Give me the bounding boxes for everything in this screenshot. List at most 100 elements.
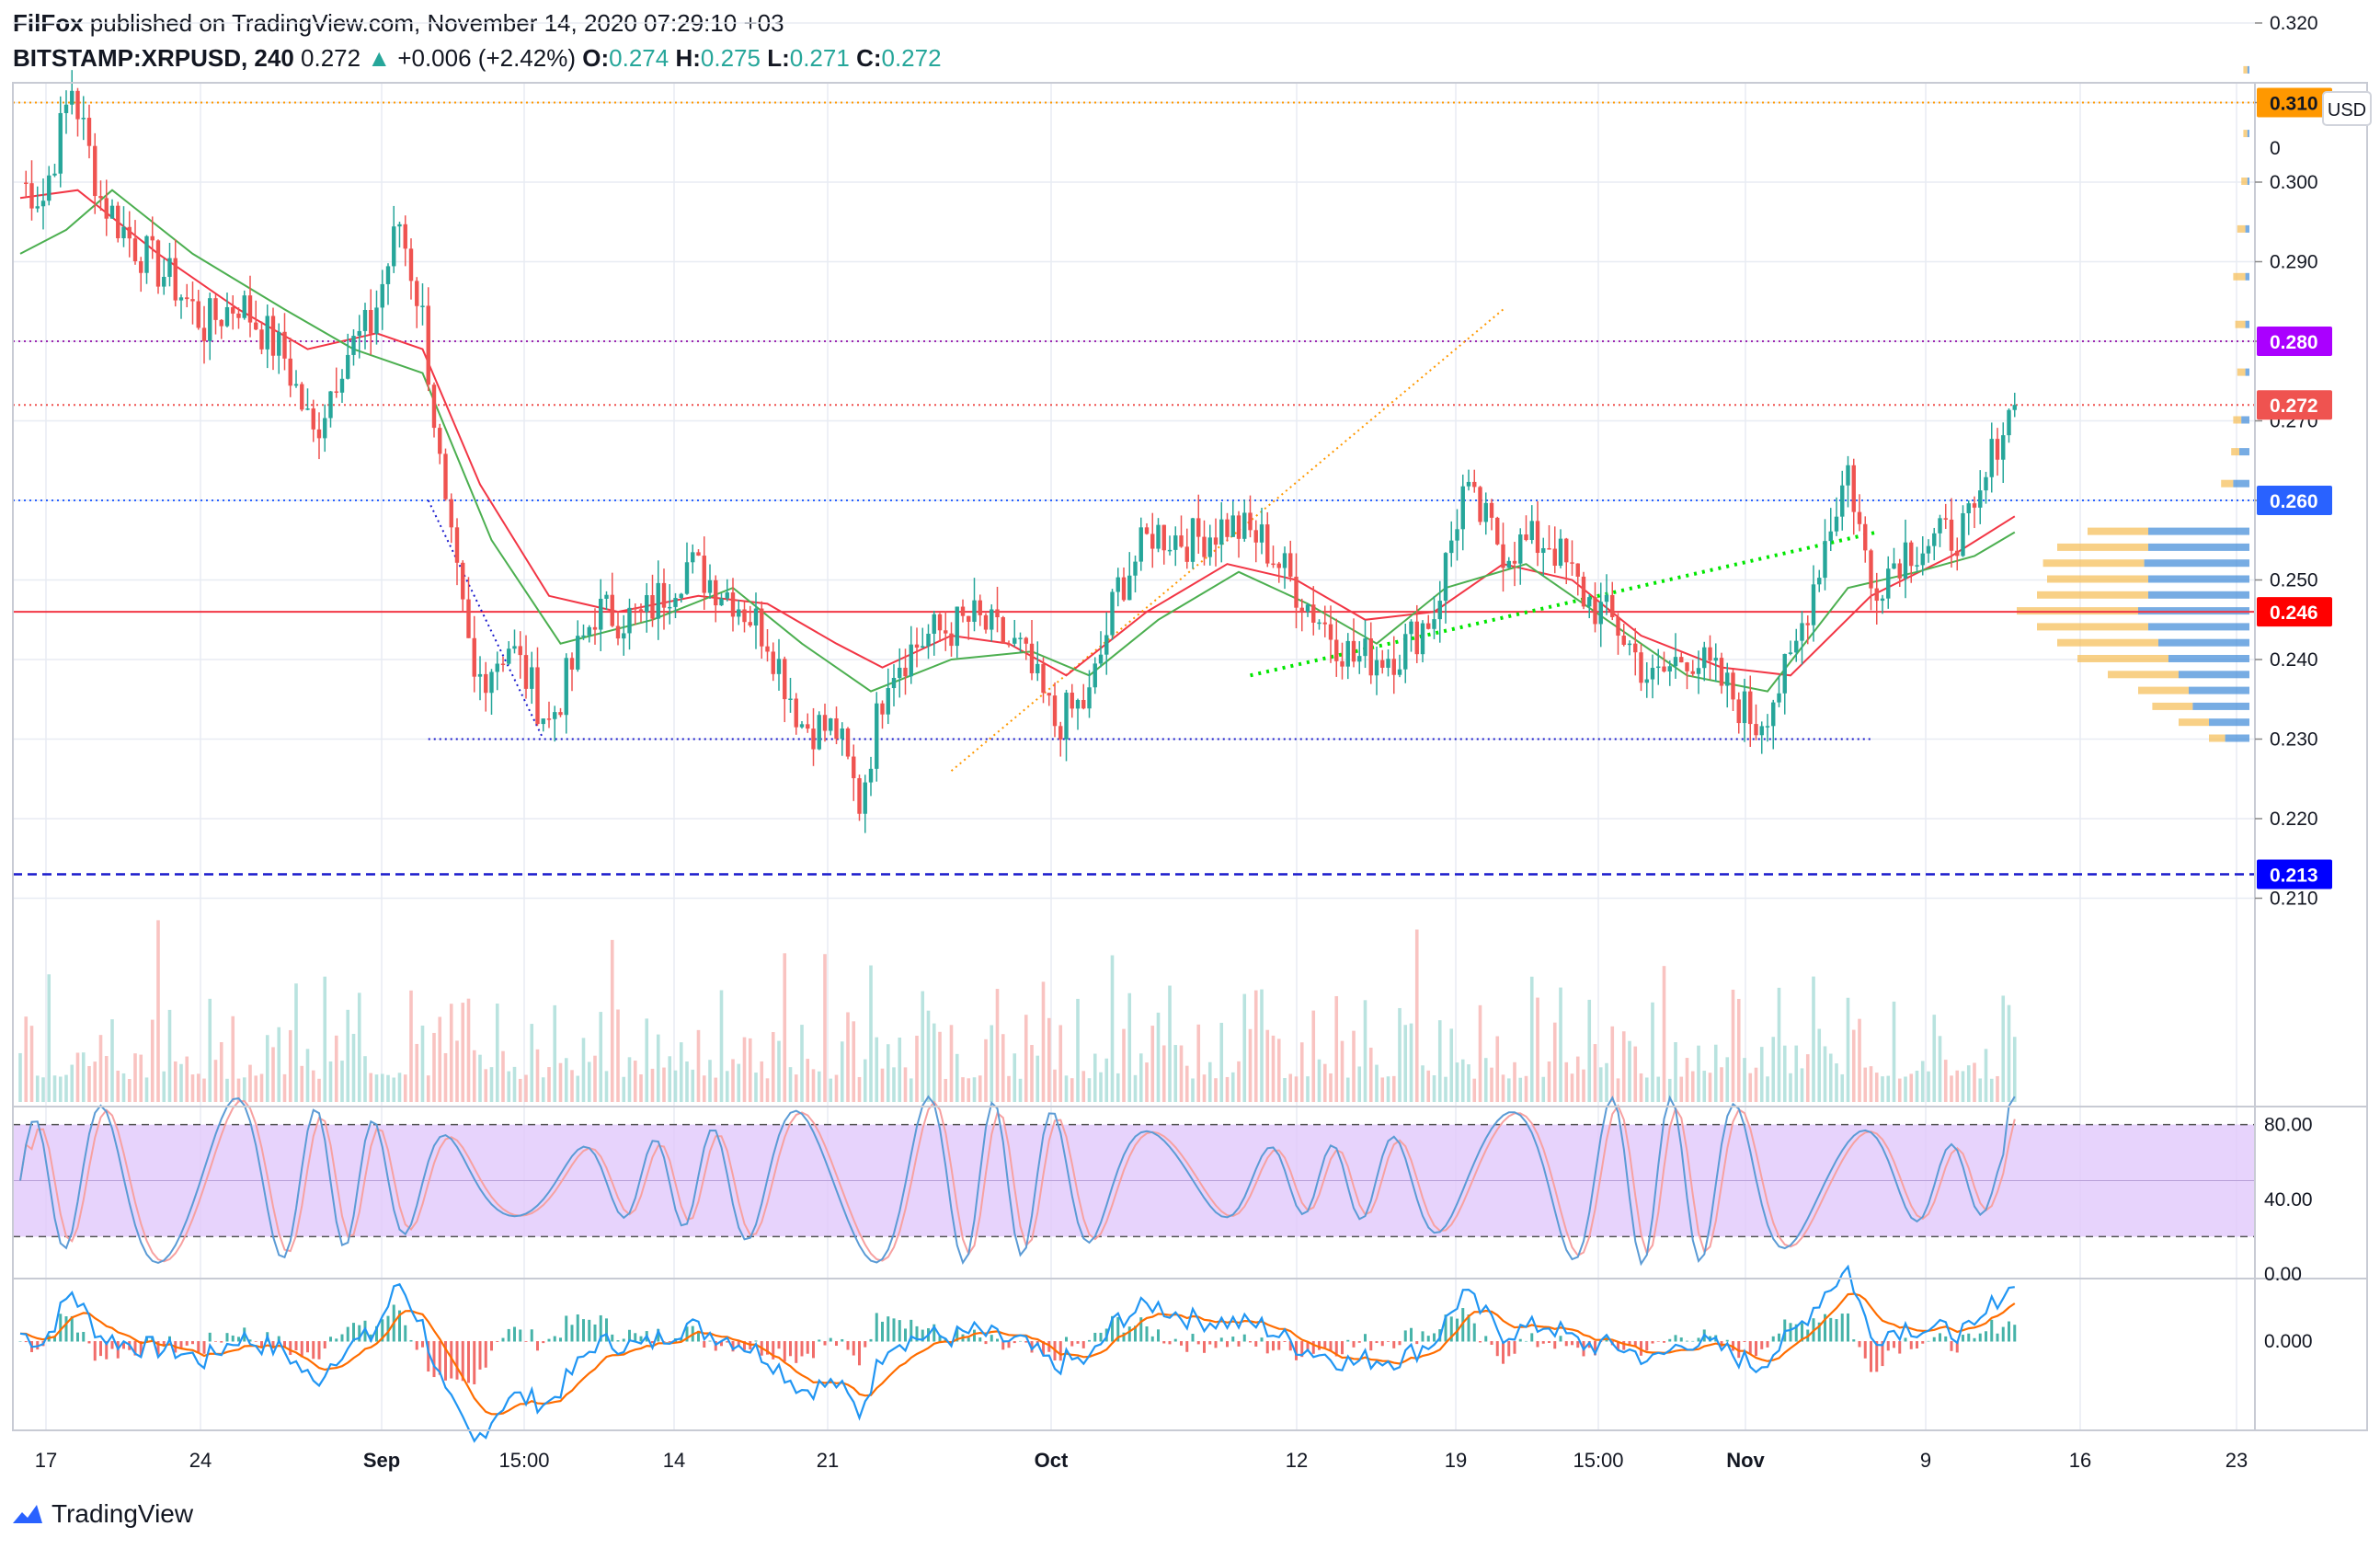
candle-body: [109, 205, 115, 219]
volume-bar: [242, 1077, 246, 1102]
macd-histogram-bar: [542, 1341, 545, 1344]
symbol-name[interactable]: BITSTAMP:XRPUSD, 240: [13, 44, 294, 72]
volume-profile-buy: [2233, 272, 2246, 281]
candle-body: [155, 240, 161, 287]
price-axis[interactable]: 0.3200.3100.3000.2900.2800.2700.2600.250…: [2255, 13, 2318, 1352]
volume-bar: [1920, 1061, 1925, 1102]
macd-histogram-bar: [1157, 1329, 1160, 1342]
candle-body: [1593, 597, 1597, 625]
volume-bar: [1915, 1071, 1919, 1102]
macd-histogram-bar: [605, 1318, 608, 1342]
volume-profile-buy: [2237, 368, 2246, 376]
macd-histogram-bar: [875, 1313, 878, 1342]
volume-bar: [1697, 1045, 1700, 1102]
macd-histogram-bar: [783, 1341, 786, 1362]
macd-histogram-bar: [1513, 1341, 1516, 1354]
price-tick-label: 0.210: [2270, 889, 2318, 910]
volume-bar: [1013, 1053, 1017, 1102]
candle-body: [546, 718, 552, 720]
time-tick-label: 9: [1920, 1449, 1931, 1472]
volume-bar: [1966, 1065, 1971, 1102]
macd-histogram-bar: [680, 1337, 683, 1342]
candle-body: [300, 384, 304, 410]
volume-bar: [1725, 1057, 1730, 1102]
macd-histogram-bar: [335, 1338, 338, 1342]
macd-histogram-bar: [1668, 1338, 1672, 1342]
candle-body: [392, 226, 396, 267]
volume-profile-buy: [2077, 655, 2168, 662]
macd-histogram-bar: [530, 1329, 533, 1342]
volume-bar: [915, 1035, 919, 1102]
candle-body: [1788, 652, 1793, 654]
candle-body: [1702, 647, 1707, 669]
volume-bar: [673, 1070, 678, 1102]
volume-bar: [748, 1038, 752, 1102]
volume-bar: [737, 1063, 741, 1102]
macd-histogram-bar: [1047, 1341, 1051, 1352]
volume-bar: [1214, 1078, 1218, 1102]
volume-bar: [144, 1077, 149, 1102]
volume-bar: [558, 1062, 563, 1102]
macd-histogram-bar: [996, 1338, 999, 1342]
volume-bar: [317, 1078, 321, 1102]
candle-body: [1725, 672, 1730, 686]
candle-body: [63, 104, 69, 113]
macd-histogram-bar: [973, 1329, 976, 1342]
tradingview-logo[interactable]: TradingView: [11, 1499, 193, 1529]
volume-bar: [702, 1075, 706, 1102]
volume-bar: [1628, 1040, 1631, 1102]
macd-histogram-bar: [237, 1337, 240, 1342]
price-badge-0.310: [2257, 87, 2332, 118]
candle-body: [104, 198, 109, 219]
macd-histogram-bar: [789, 1341, 792, 1357]
volume-bar: [1559, 987, 1562, 1102]
volume-bar: [1467, 1064, 1470, 1102]
currency-button[interactable]: USD: [2322, 91, 2372, 126]
volume-bar: [1202, 1074, 1207, 1102]
price-badge-text: 0.213: [2270, 866, 2318, 887]
macd-histogram-bar: [1387, 1341, 1390, 1342]
macd-histogram-bar: [1628, 1341, 1631, 1347]
volume-bar: [645, 1018, 649, 1102]
macd-histogram-bar: [1743, 1341, 1746, 1343]
price-tick-label: 0.320: [2270, 13, 2318, 34]
volume-bar: [622, 1076, 626, 1102]
volume-bar: [52, 1075, 57, 1102]
volume-bar: [1122, 1028, 1126, 1102]
candle-body: [1207, 537, 1212, 557]
macd-histogram-bar: [1870, 1341, 1872, 1372]
volume-bar: [1288, 1073, 1293, 1102]
volume-bar: [898, 1038, 902, 1102]
volume-bar: [553, 1004, 557, 1102]
volume-bar: [857, 1076, 862, 1102]
macd-histogram-bar: [1076, 1341, 1080, 1344]
volume-bar: [1322, 1063, 1327, 1102]
candle-body: [1397, 669, 1402, 675]
volume-bar: [1927, 1071, 1930, 1102]
volume-bar: [840, 1041, 844, 1102]
candle-body: [679, 593, 683, 599]
macd-histogram-bar: [1219, 1337, 1223, 1342]
volume-bar: [29, 1026, 34, 1102]
volume-bar: [1104, 1058, 1109, 1102]
volume-bar: [392, 1077, 396, 1102]
candle-body: [822, 715, 828, 731]
macd-histogram-bar: [1789, 1323, 1792, 1342]
candle-body: [1386, 659, 1390, 668]
candle-body: [1541, 547, 1546, 554]
candle-body: [673, 598, 678, 607]
candle-body: [1374, 660, 1379, 676]
macd-histogram-bar: [1185, 1341, 1189, 1352]
macd-histogram-bar: [70, 1315, 74, 1342]
time-axis[interactable]: 17 24 Sep 15:00 14 21 Oct 12 19 15:00 Nov 9 16 23: [35, 1449, 2248, 1472]
macd-histogram-bar: [714, 1341, 717, 1351]
candle-body: [1070, 693, 1074, 709]
candle-body: [691, 552, 695, 563]
macd-histogram-bar: [1283, 1341, 1287, 1342]
volume-bar: [1380, 1077, 1385, 1102]
macd-histogram-bar: [1323, 1341, 1327, 1348]
volume-bar: [932, 1023, 936, 1102]
volume-bar: [1731, 989, 1735, 1102]
volume-profile-sell: [2247, 130, 2249, 138]
